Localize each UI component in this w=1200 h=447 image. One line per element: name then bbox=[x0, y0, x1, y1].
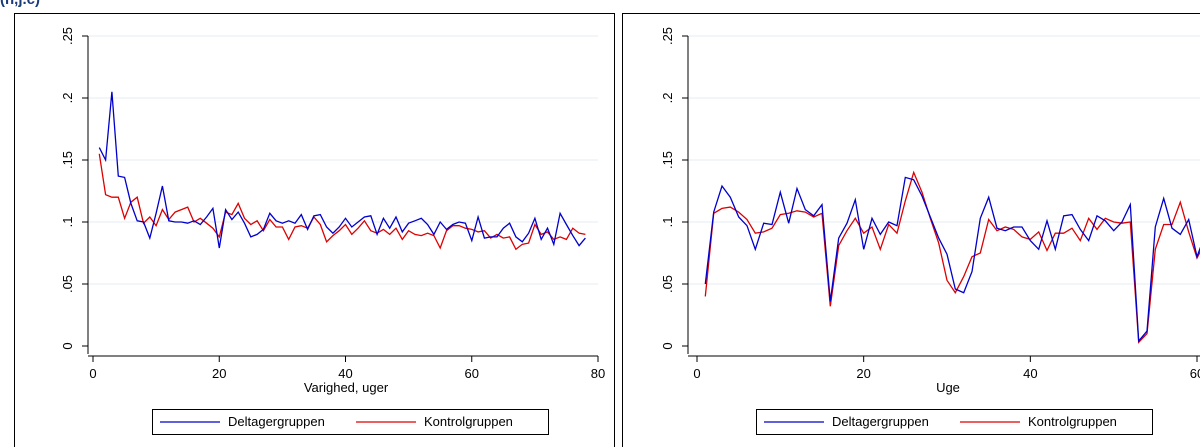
y-tick-label: .25 bbox=[660, 27, 675, 45]
series-line-deltagergruppen bbox=[98, 91, 586, 249]
x-tick-label: 20 bbox=[856, 366, 870, 381]
x-tick-label: 40 bbox=[338, 366, 352, 381]
chart-panel-1: 0 .05 .1 .15 .2 .25 0 20 40 60 80 Varighed, uger Del… bbox=[60, 27, 605, 435]
x-tick-label: 0 bbox=[89, 366, 96, 381]
y-tick-label: .1 bbox=[60, 217, 75, 228]
series-line-deltagergruppen bbox=[704, 176, 1200, 343]
y-tick-label: .05 bbox=[60, 275, 75, 293]
panel-1-frame bbox=[14, 13, 615, 447]
panel-2-frame bbox=[622, 13, 1200, 447]
x-tick-label: 40 bbox=[1023, 366, 1037, 381]
x-axis-title: Varighed, uger bbox=[304, 380, 389, 395]
series-line-kontrolgruppen bbox=[704, 170, 1200, 344]
legend-label: Deltagergruppen bbox=[832, 414, 929, 429]
y-tick-label: 0 bbox=[60, 342, 75, 349]
x-tick-label: 60 bbox=[1190, 366, 1200, 381]
legend-label: Kontrolgruppen bbox=[424, 414, 513, 429]
y-tick-label: .15 bbox=[60, 151, 75, 169]
x-tick-label: 60 bbox=[465, 366, 479, 381]
y-tick-label: .25 bbox=[60, 27, 75, 45]
x-tick-label: 80 bbox=[591, 366, 605, 381]
legend-label: Kontrolgruppen bbox=[1028, 414, 1117, 429]
x-tick-label: 20 bbox=[212, 366, 226, 381]
y-tick-label: .15 bbox=[660, 151, 675, 169]
figure-label: (n,j.c) bbox=[0, 0, 40, 8]
y-tick-label: 0 bbox=[660, 342, 675, 349]
y-tick-label: .1 bbox=[660, 217, 675, 228]
x-tick-label: 0 bbox=[693, 366, 700, 381]
legend-label: Deltagergruppen bbox=[228, 414, 325, 429]
chart-panel-2: 0 .05 .1 .15 .2 .25 0 20 40 60 Uge Deltagergruppen K… bbox=[660, 27, 1200, 435]
y-tick-label: .2 bbox=[60, 93, 75, 104]
y-tick-label: .2 bbox=[660, 93, 675, 104]
series-line-kontrolgruppen bbox=[98, 153, 586, 251]
x-axis-title: Uge bbox=[936, 380, 960, 395]
y-tick-label: .05 bbox=[660, 275, 675, 293]
